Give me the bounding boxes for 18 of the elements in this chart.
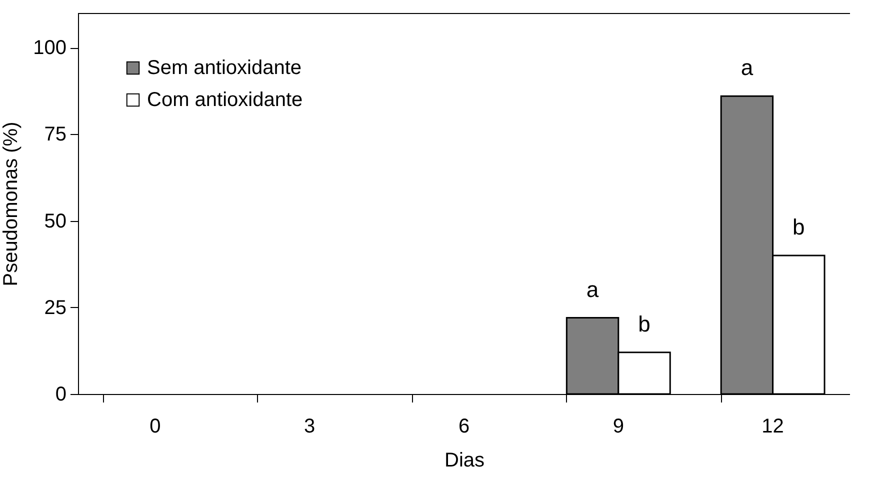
legend-label: Sem antioxidante [147,57,302,79]
x-tick-label: 0 [150,416,161,438]
annotation: b [792,214,805,240]
annotation: b [638,311,650,336]
x-tick-label: 9 [612,416,624,438]
y-tick-label: 0 [55,384,66,406]
y-axis-title: Pseudomonas (%) [0,122,22,286]
x-tick-label: 12 [762,416,784,438]
legend-label: Com antioxidante [147,89,303,111]
x-tick-label: 3 [304,416,316,438]
annotation: a [586,276,600,302]
y-tick-label: 75 [44,124,66,146]
x-tick-label: 6 [458,416,470,438]
y-tick-label: 25 [44,296,66,319]
y-tick-label: 50 [44,210,66,232]
x-axis-title: Dias [444,450,485,472]
annotation: a [740,55,754,80]
y-tick-label: 100 [33,37,66,60]
